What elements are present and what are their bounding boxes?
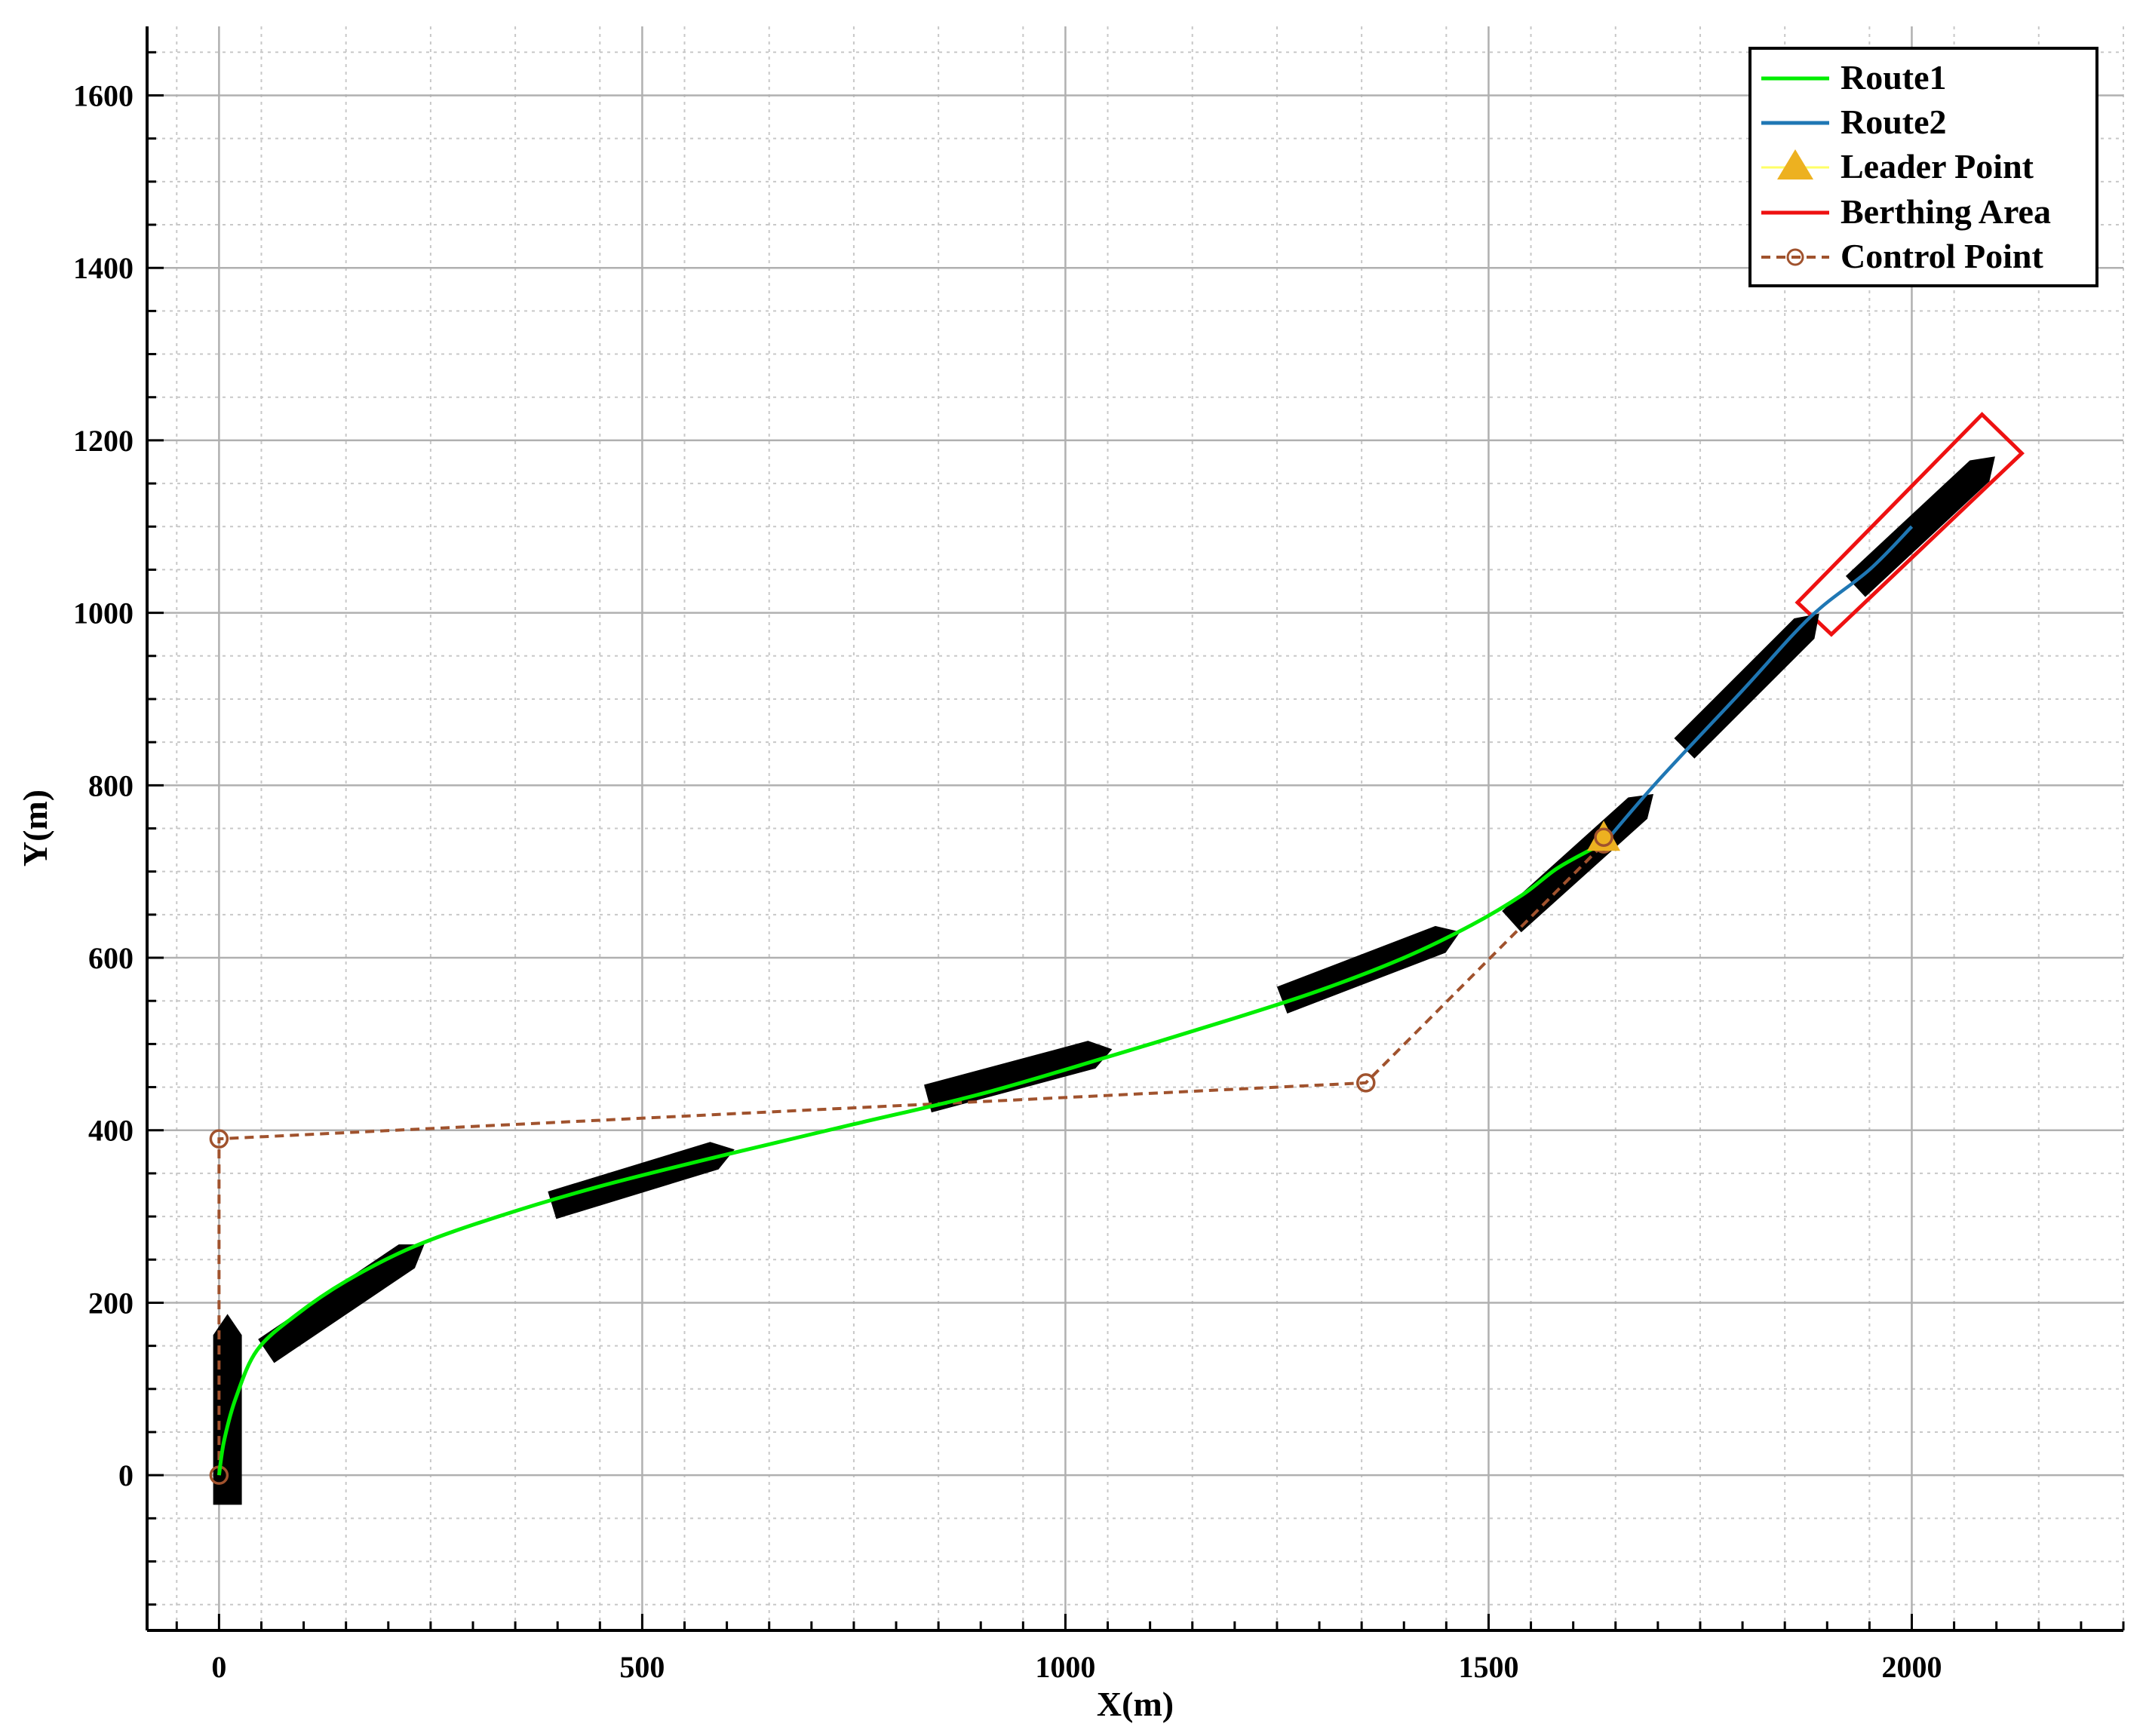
ship-marker bbox=[924, 1041, 1113, 1113]
axes bbox=[146, 26, 2125, 1632]
control-point-line bbox=[217, 842, 1605, 1476]
minor-grid bbox=[147, 26, 2124, 1630]
x-tick-label: 1000 bbox=[1035, 1650, 1095, 1684]
route2-line bbox=[1602, 525, 1914, 845]
y-tick-label: 1200 bbox=[73, 424, 134, 458]
legend-leader-triangle-icon bbox=[1777, 149, 1813, 179]
x-tick-label: 500 bbox=[619, 1650, 665, 1684]
control-point-marker bbox=[209, 1129, 229, 1149]
y-tick-label: 1600 bbox=[73, 78, 134, 112]
y-axis-label: Y(m) bbox=[16, 790, 54, 866]
y-tick-label: 600 bbox=[88, 941, 134, 975]
tick-labels: 0 500 1000 1500 2000 0 200 400 600 800 1000 1200 140… bbox=[73, 78, 1942, 1684]
x-tick-label: 0 bbox=[211, 1650, 226, 1684]
legend-label-route1: Route1 bbox=[1841, 58, 1947, 97]
berthing-area-rect bbox=[1794, 412, 2025, 637]
leader-control-point-marker bbox=[1594, 827, 1613, 847]
y-tick-label: 1000 bbox=[73, 597, 134, 630]
x-tick-label: 1500 bbox=[1458, 1650, 1518, 1684]
y-tick-label: 0 bbox=[118, 1458, 134, 1492]
legend-control-circle-icon bbox=[1786, 248, 1804, 266]
legend: Route1 Route2 Leader Point Berthing Area… bbox=[1748, 47, 2098, 287]
legend-label-control: Control Point bbox=[1841, 237, 2043, 275]
y-tick-label: 800 bbox=[88, 768, 134, 802]
control-point-marker bbox=[1356, 1073, 1376, 1093]
x-tick-label: 2000 bbox=[1881, 1650, 1942, 1684]
y-tick-label: 200 bbox=[88, 1286, 134, 1320]
ship-marker bbox=[258, 1244, 425, 1363]
legend-label-route2: Route2 bbox=[1841, 103, 1947, 141]
y-tick-label: 400 bbox=[88, 1114, 134, 1148]
ship-marker bbox=[548, 1142, 735, 1219]
leader-point-marker bbox=[1587, 820, 1621, 851]
route-layer bbox=[216, 525, 1914, 1476]
legend-label-leader: Leader Point bbox=[1841, 147, 2034, 186]
berthing-area-layer bbox=[1794, 412, 2025, 637]
x-axis-label: X(m) bbox=[1097, 1685, 1174, 1723]
legend-label-berth: Berthing Area bbox=[1841, 192, 2051, 231]
route1-line bbox=[216, 842, 1605, 1476]
y-tick-label: 1400 bbox=[73, 251, 134, 285]
leader-point-layer bbox=[1587, 820, 1621, 851]
ship-marker bbox=[1845, 456, 1995, 597]
ship-marker bbox=[1276, 925, 1460, 1014]
